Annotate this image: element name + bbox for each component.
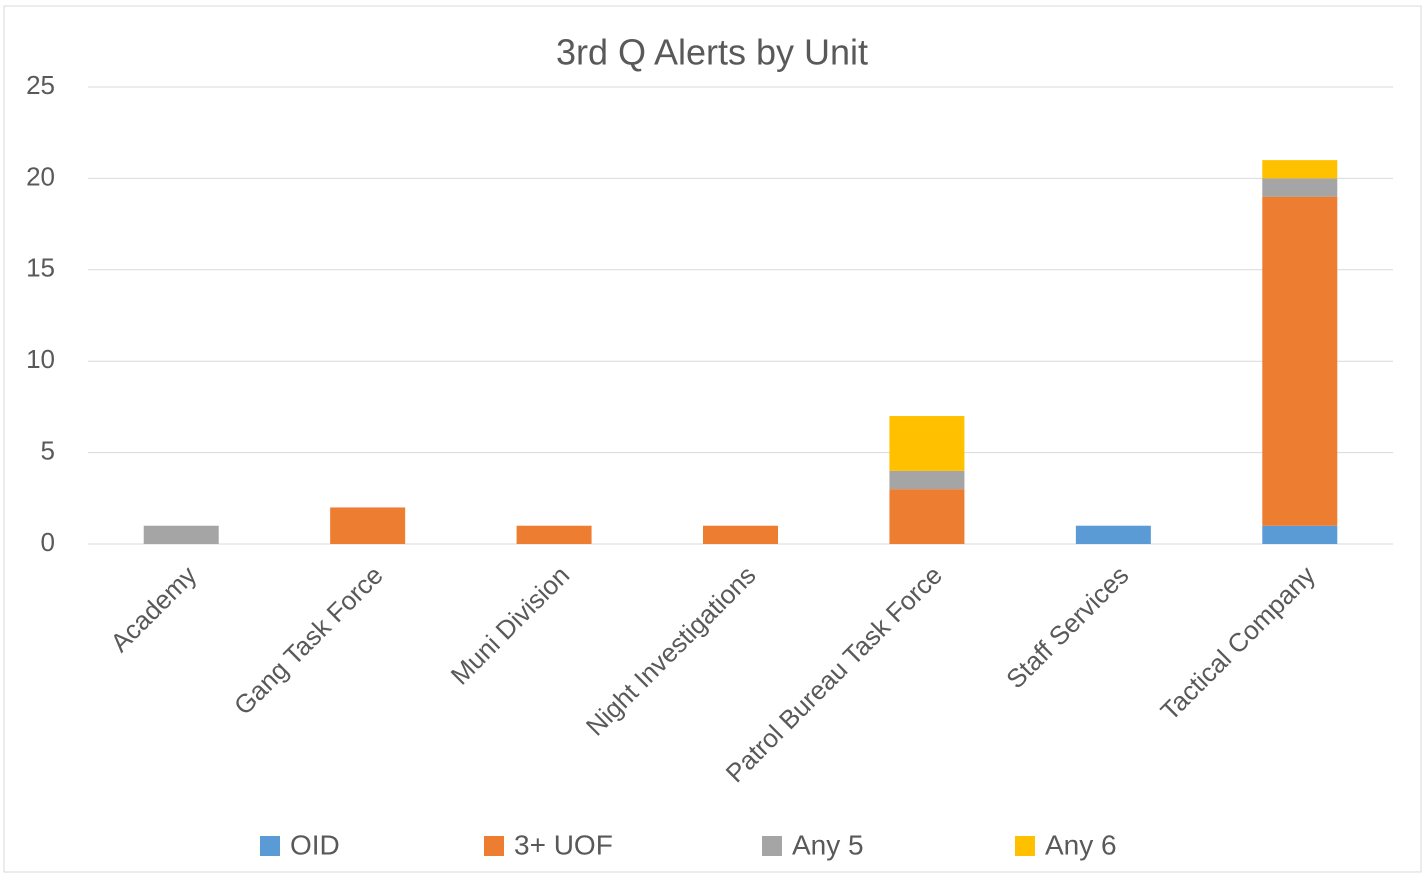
- legend-label: Any 5: [792, 829, 864, 860]
- legend-swatch: [260, 836, 280, 856]
- legend-label: Any 6: [1045, 829, 1117, 860]
- bar-segment: [889, 416, 965, 471]
- bar-segment: [143, 525, 219, 544]
- legend-label: OID: [290, 829, 340, 860]
- y-tick-label: 10: [26, 344, 55, 374]
- y-tick-label: 15: [26, 253, 55, 283]
- bar-segment: [1262, 160, 1338, 179]
- bar-segment: [889, 489, 965, 544]
- y-tick-label: 5: [41, 435, 55, 465]
- legend-swatch: [484, 836, 504, 856]
- bar-segment: [889, 470, 965, 490]
- legend-swatch: [1015, 836, 1035, 856]
- y-tick-label: 20: [26, 161, 55, 191]
- bar-segment: [1075, 525, 1151, 544]
- legend-swatch: [762, 836, 782, 856]
- chart-title: 3rd Q Alerts by Unit: [556, 32, 868, 73]
- y-tick-label: 25: [26, 70, 55, 100]
- y-tick-label: 0: [41, 527, 55, 557]
- bar-segment: [1262, 525, 1338, 544]
- bar-segment: [330, 507, 406, 544]
- chart-border: [3, 5, 1422, 873]
- bar-segment: [516, 525, 592, 544]
- bar-segment: [703, 525, 778, 544]
- bar-segment: [1262, 196, 1338, 526]
- legend-label: 3+ UOF: [514, 829, 613, 860]
- bar-segment: [1262, 178, 1338, 197]
